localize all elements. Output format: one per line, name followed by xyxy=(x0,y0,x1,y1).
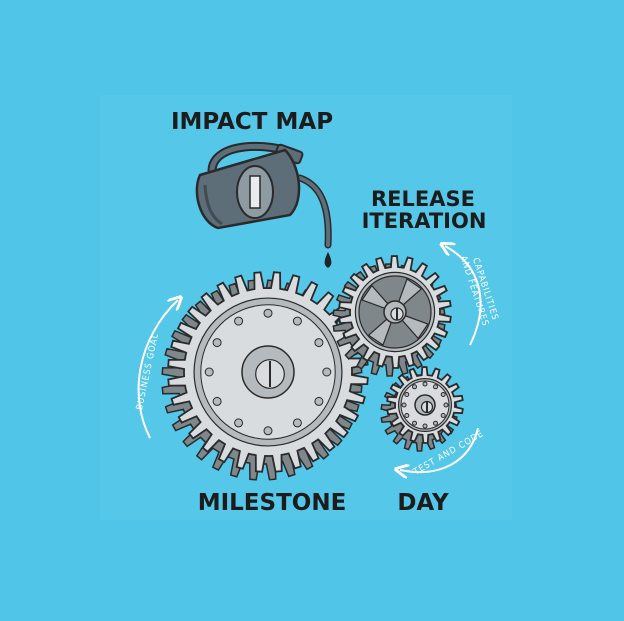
iteration-label: ITERATION xyxy=(362,209,487,233)
small-gear-icon xyxy=(380,366,464,452)
oil-drop-icon xyxy=(324,252,332,268)
milestone-label: MILESTONE xyxy=(198,490,347,516)
oil-can-icon xyxy=(195,141,332,249)
business-goal-arrow xyxy=(137,300,178,439)
day-label: DAY xyxy=(397,490,449,516)
medium-gear-icon xyxy=(332,255,452,377)
large-gear-icon xyxy=(161,271,369,481)
capabilities-arrow xyxy=(445,246,482,346)
release-label: RELEASE xyxy=(371,187,475,211)
impact-map-label: IMPACT MAP xyxy=(171,109,333,135)
test-and-code-arrow xyxy=(400,427,479,472)
